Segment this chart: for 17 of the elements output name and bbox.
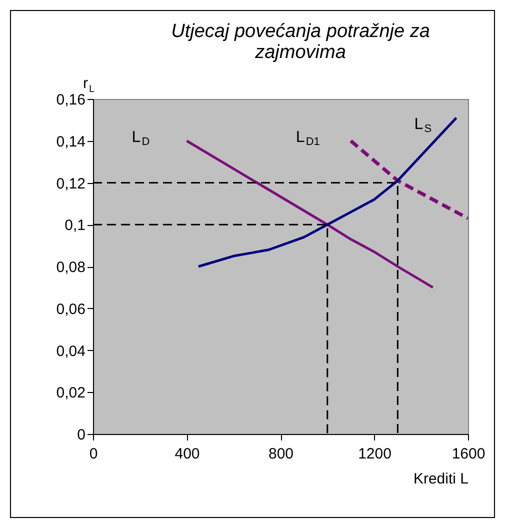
y-tick-label: 0,12 (56, 175, 86, 192)
x-tick-label: 1200 (358, 446, 392, 462)
y-tick-label: 0,1 (64, 217, 86, 234)
x-tick-label: 800 (268, 446, 294, 462)
y-tick-label: 0 (77, 426, 86, 444)
y-tick-label: 0,02 (56, 384, 86, 402)
y-tick-label: 0,16 (56, 92, 86, 108)
y-tick-label: 0,06 (56, 300, 86, 318)
chart-title: Utjecaj povećanja potražnje za zajmovima (171, 21, 430, 63)
x-tick-label: 0 (89, 446, 98, 462)
x-tick-label: 400 (174, 446, 200, 462)
y-tick-label: 0,08 (56, 259, 86, 276)
x-axis-title: Krediti L (413, 470, 468, 488)
y-tick-label: 0,04 (56, 342, 86, 360)
line-series (197, 116, 458, 268)
y-tick-label: 0,14 (56, 133, 86, 150)
x-tick-label: 1600 (452, 446, 486, 462)
